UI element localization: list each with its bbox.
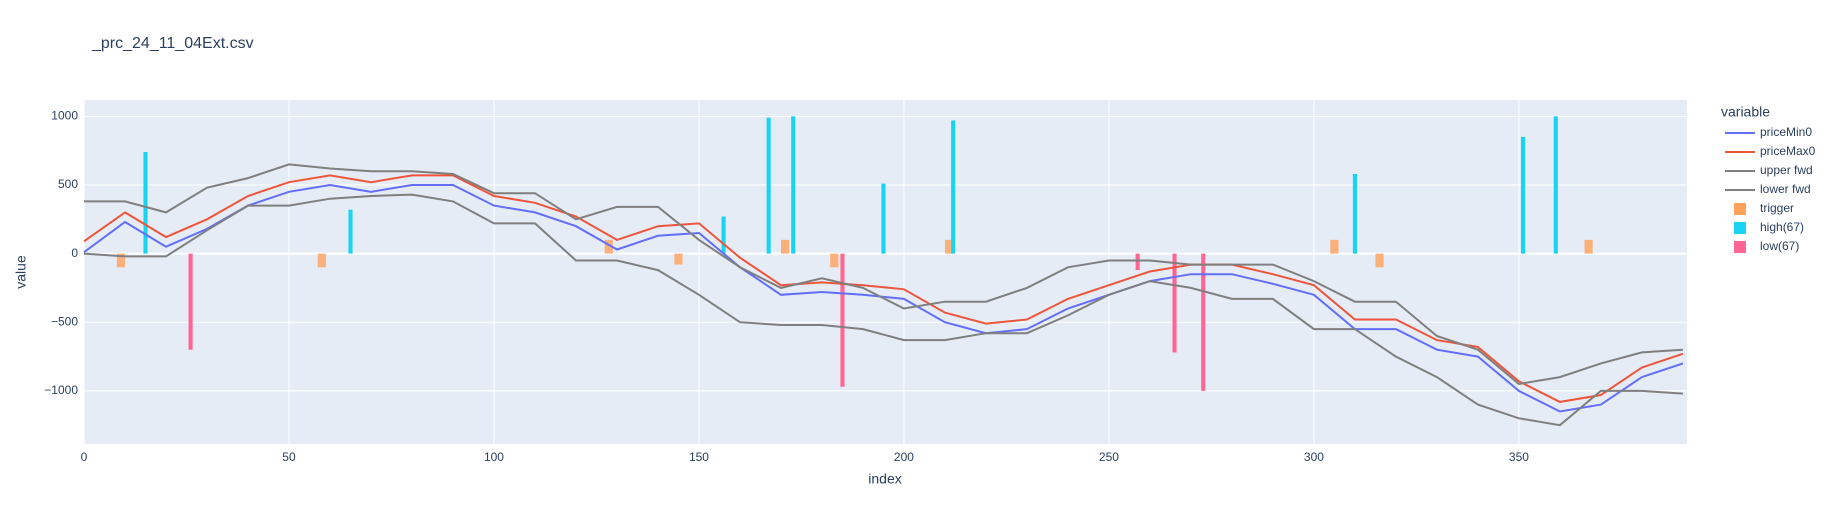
- legend-label: lower fwd: [1760, 182, 1811, 196]
- bar: [1584, 239, 1593, 254]
- bar: [1135, 253, 1140, 271]
- bar: [951, 120, 956, 254]
- bar: [780, 239, 790, 254]
- bar: [830, 253, 839, 268]
- x-tick-label: 300: [1304, 450, 1324, 464]
- bar: [674, 253, 683, 265]
- x-tick-label: 150: [689, 450, 709, 464]
- y-tick-label: −1000: [44, 383, 78, 397]
- legend-label: high(67): [1760, 220, 1804, 234]
- line: [83, 174, 1684, 403]
- bar: [188, 253, 193, 350]
- bar: [1375, 253, 1384, 268]
- line: [84, 163, 1683, 386]
- y-axis-title: value: [13, 255, 29, 289]
- bar: [721, 216, 726, 254]
- bar: [1352, 173, 1357, 254]
- x-tick-label: 200: [894, 450, 914, 464]
- legend-label: priceMin0: [1760, 125, 1812, 139]
- legend-label: upper fwd: [1760, 163, 1813, 177]
- bar: [1330, 239, 1339, 254]
- legend-symbol: [1734, 222, 1746, 234]
- y-tick-label: 1000: [51, 109, 78, 123]
- bar: [840, 253, 845, 387]
- x-tick-label: 350: [1509, 450, 1529, 464]
- x-tick-label: 100: [484, 450, 504, 464]
- y-tick-label: 500: [58, 177, 78, 191]
- bar: [1201, 253, 1206, 391]
- x-tick-label: 50: [282, 450, 296, 464]
- line: [83, 193, 1683, 427]
- y-tick-label: −500: [51, 314, 78, 328]
- bar: [317, 253, 326, 268]
- bar: [116, 253, 125, 268]
- legend-label: trigger: [1760, 201, 1794, 215]
- legend-label: low(67): [1760, 239, 1799, 253]
- bar: [944, 239, 954, 254]
- x-tick-label: 250: [1099, 450, 1119, 464]
- x-tick-label: 0: [81, 450, 88, 464]
- bar: [766, 117, 771, 254]
- bar: [143, 152, 148, 254]
- legend-label: priceMax0: [1760, 144, 1816, 158]
- legend-symbol: [1734, 203, 1746, 215]
- legend-symbol: [1734, 241, 1746, 253]
- bar: [881, 183, 886, 254]
- bar: [604, 239, 613, 254]
- bar: [1553, 116, 1558, 254]
- plot-area: [84, 100, 1687, 444]
- y-tick-label: 0: [71, 246, 78, 260]
- bar: [348, 209, 353, 254]
- chart-title: _prc_24_11_04Ext.csv: [91, 35, 254, 52]
- bar: [1172, 253, 1177, 353]
- bar: [791, 116, 796, 254]
- line: [83, 183, 1684, 413]
- legend-title: variable: [1721, 104, 1770, 120]
- bar: [1520, 136, 1526, 254]
- x-axis-title: index: [868, 471, 901, 487]
